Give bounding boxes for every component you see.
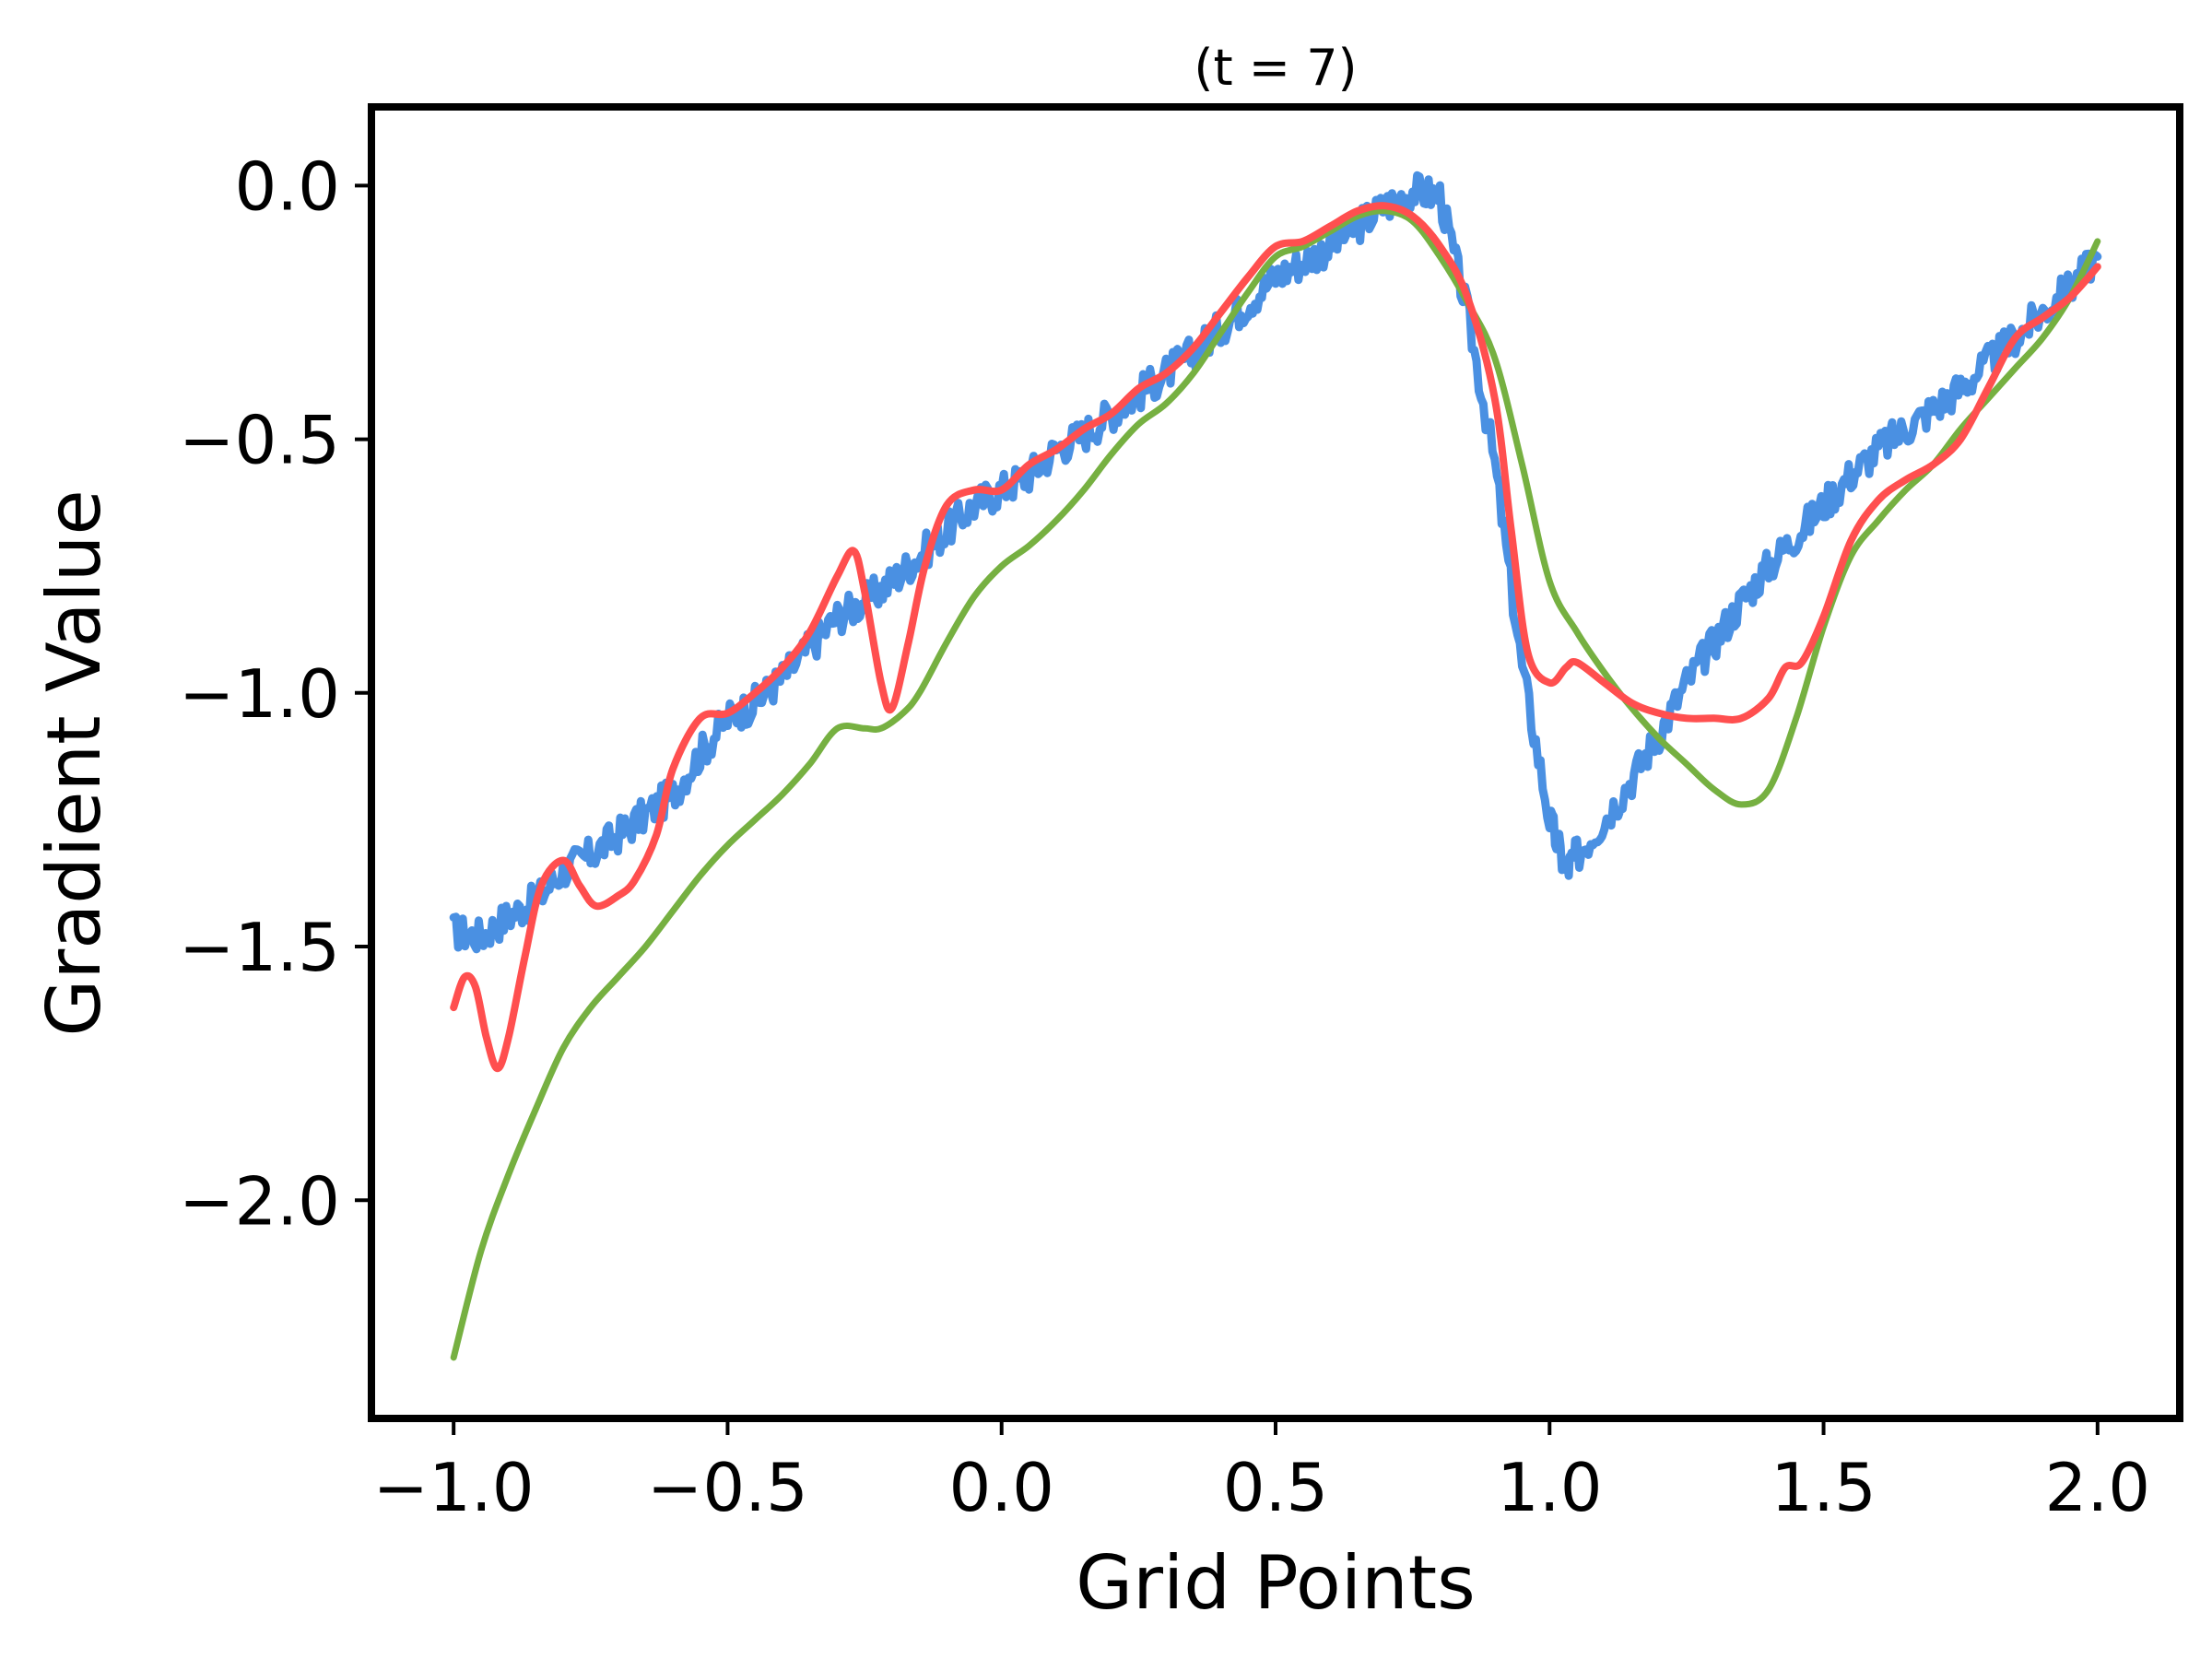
plot-frame — [368, 103, 2183, 1422]
y-tick-label: −0.5 — [179, 402, 340, 479]
series-layer — [449, 171, 2102, 1361]
x-tick-label: −0.5 — [647, 1449, 808, 1526]
x-tick-label: −1.0 — [373, 1449, 535, 1526]
y-tick-label: −1.0 — [179, 655, 340, 733]
y-axis: 0.0 −0.5 −1.0 −1.5 −2.0 — [179, 147, 371, 1240]
y-axis-title: Gradient Value — [31, 489, 117, 1036]
series-line-3 — [450, 202, 2101, 1073]
y-tick-label: −2.0 — [179, 1162, 340, 1240]
y-tick-label: 0.0 — [234, 147, 340, 225]
x-axis-title: Grid Points — [1076, 1540, 1476, 1626]
x-axis: −1.0 −0.5 0.0 0.5 1.0 1.5 2.0 — [373, 1418, 2150, 1526]
x-tick-label: 1.0 — [1497, 1449, 1603, 1526]
x-tick-label: 0.5 — [1223, 1449, 1329, 1526]
chart-title: (t = 7) — [1194, 39, 1357, 97]
x-tick-label: 0.0 — [948, 1449, 1054, 1526]
x-tick-label: 2.0 — [2045, 1449, 2151, 1526]
series-line-2 — [450, 207, 2101, 1361]
y-tick-label: −1.5 — [179, 909, 340, 986]
x-tick-label: 1.5 — [1771, 1449, 1877, 1526]
